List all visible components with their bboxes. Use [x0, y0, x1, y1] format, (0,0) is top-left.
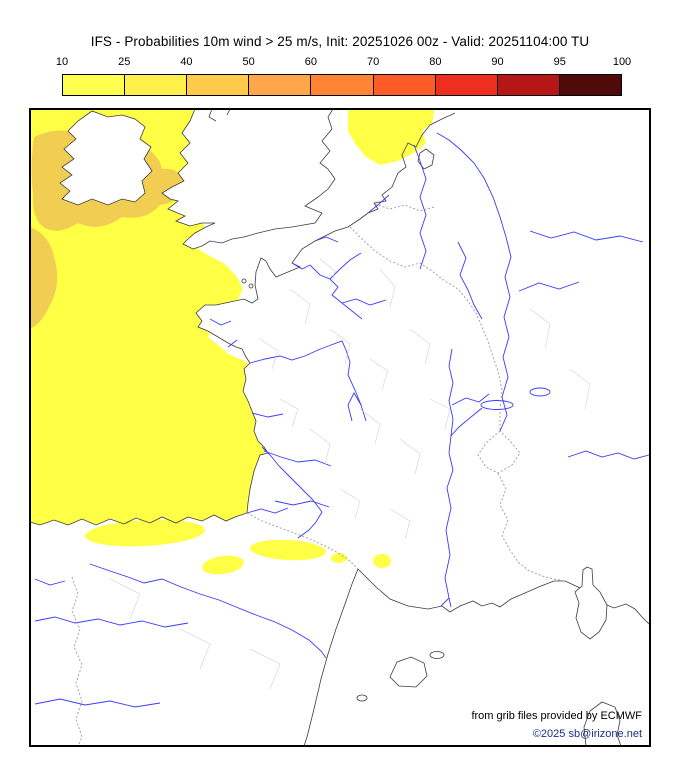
lake-constance: [529, 387, 551, 397]
river-meuse: [413, 144, 427, 270]
coastline-mallorca: [389, 656, 428, 688]
river-saone: [448, 348, 454, 437]
colorbar-tick-label: 100: [612, 56, 632, 68]
probability-spot-roussillon: [373, 554, 391, 568]
river-neckar: [518, 281, 580, 292]
river: [209, 318, 232, 326]
colorbar-segment: [124, 75, 187, 95]
colorbar-tick-label: 80: [429, 56, 442, 68]
colorbar: [62, 74, 622, 96]
river-douro: [34, 616, 189, 628]
probability-region-left-edge: [30, 227, 58, 329]
river-rhine: [436, 132, 512, 432]
continent-landmass: [30, 113, 650, 746]
colorbar-tick-label: 40: [180, 56, 193, 68]
coastline-corsica: [574, 566, 608, 640]
colorbar-segment: [63, 75, 125, 95]
river-adour: [246, 507, 289, 514]
coastline-ijsselmeer: [417, 148, 435, 170]
colorbar-tick-label: 60: [304, 56, 317, 68]
channel-island: [248, 283, 254, 289]
river-somme: [314, 236, 339, 243]
river-dordogne: [263, 450, 332, 467]
river-scheldt: [367, 194, 390, 214]
river-oise: [329, 252, 362, 280]
colorbar-tick-label: 95: [553, 56, 566, 68]
river-loire: [249, 340, 367, 422]
probability-spot-pyrenees-3: [250, 539, 326, 561]
channel-island: [241, 278, 247, 284]
border-spain-portugal: [71, 576, 83, 746]
river-moselle: [457, 241, 483, 320]
river-marne: [341, 298, 387, 306]
river-po: [567, 450, 650, 460]
river-doubs: [451, 393, 490, 406]
coastlines: [30, 112, 650, 746]
colorbar-tick-label: 70: [366, 56, 380, 68]
border-france-italy: [497, 472, 566, 582]
river-charente: [251, 412, 284, 418]
probability-spot-pyrenees-4: [331, 553, 347, 563]
river-ebro: [89, 563, 327, 659]
map-frame: from grib files provided by ECMWF ©2025 …: [29, 108, 651, 747]
coastline-mediterranean-spain: [303, 568, 359, 746]
map-border: [30, 109, 650, 746]
coastline-ibiza: [356, 694, 368, 702]
river-garonne: [261, 446, 323, 539]
lake-geneva: [480, 400, 514, 410]
colorbar-segment: [248, 75, 311, 95]
probability-region-north-sea: [348, 109, 435, 165]
coastline-continent: [30, 112, 456, 526]
attribution-site: ©2025 sb@irizone.net: [532, 728, 642, 740]
river-tarn: [274, 500, 330, 508]
river-seine: [291, 262, 363, 320]
river-danube: [529, 230, 644, 243]
probability-spot-pyrenees-2: [202, 555, 244, 575]
coastline-sardinia: [583, 701, 622, 746]
river-rhone-delta: [440, 597, 450, 607]
colorbar-segment: [434, 75, 497, 95]
colorbar-tick-label: 50: [242, 56, 255, 68]
coastline-great-britain: [161, 109, 336, 250]
border-belgium-netherlands: [374, 203, 435, 212]
attribution-ecmwf: from grib files provided by ECMWF: [471, 710, 642, 722]
coastline-mediterranean-france-italy: [357, 568, 650, 626]
colorbar-segment: [496, 75, 559, 95]
river-tagus: [34, 698, 161, 708]
river-allier: [347, 392, 362, 422]
chart-title: IFS - Probabilities 10m wind > 25 m/s, I…: [90, 34, 590, 49]
department-boundaries: [109, 258, 591, 690]
colorbar-tick-label: 90: [491, 56, 504, 68]
rivers: [34, 132, 650, 708]
map-svg: [30, 109, 650, 746]
islands: [59, 109, 336, 289]
colorbar-ticks: 10 25 40 50 60 70 80 90 95 100: [56, 56, 631, 70]
probability-spot-pyrenees-1: [85, 519, 205, 547]
probability-field-overlay: [85, 109, 435, 575]
colorbar-tick-label: 10: [55, 56, 69, 68]
colorbar-segment: [310, 75, 373, 95]
coastline-ireland: [59, 110, 153, 206]
colorbar-segment: [372, 75, 435, 95]
border-france-belgium-germany: [349, 226, 503, 431]
country-borders: [71, 203, 566, 746]
river-rhone: [444, 407, 483, 608]
colorbar-segment: [558, 75, 621, 95]
river-mino: [34, 578, 66, 586]
river: [227, 339, 238, 348]
border-france-spain: [246, 512, 359, 570]
colorbar-segment: [186, 75, 249, 95]
colorbar-tick-label: 25: [118, 56, 131, 68]
coastline-menorca: [429, 651, 445, 659]
